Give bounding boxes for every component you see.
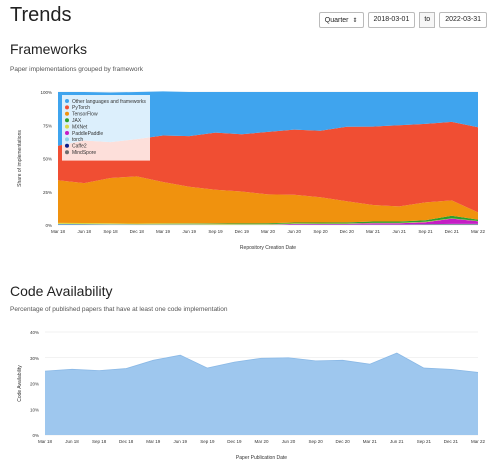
legend-swatch (65, 111, 69, 116)
availability-x-tick-label: Jun 21 (390, 439, 404, 444)
availability-y-tick-label: 0% (32, 433, 39, 438)
frameworks-chart: 0% 25% 50% 75% 100% Mar 18 Jun 18 Sep 18 Dec 18 M… (17, 90, 486, 251)
frameworks-x-tick-label: Sep 20 (313, 229, 328, 234)
code-availability-chart: 0% 10% 20% 30% 40% Mar 18 Jun 18 Sep 18 Dec 18 Ma… (17, 330, 486, 461)
frameworks-x-tick-label: Mar 19 (156, 229, 171, 234)
legend-label: PaddlePaddle (72, 131, 103, 137)
granularity-select[interactable]: Quarter ⇕ (318, 12, 364, 28)
legend-swatch (65, 99, 69, 103)
series-area-pytorch (58, 121, 478, 213)
availability-x-tick-label: Dec 20 (336, 439, 351, 444)
frameworks-x-tick-label: Dec 21 (445, 229, 460, 234)
availability-x-tick-label: Mar 19 (146, 439, 161, 444)
frameworks-y-axis-label: Share of implementations (17, 130, 23, 187)
frameworks-subtitle: Paper implementations grouped by framewo… (10, 66, 143, 73)
code-availability-title: Code Availability (10, 283, 113, 299)
legend-swatch (65, 124, 69, 129)
frameworks-x-tick-label: Dec 20 (340, 229, 355, 234)
date-to-input[interactable]: 2022-03-31 (439, 12, 487, 28)
legend-label: Caffe2 (72, 144, 87, 150)
availability-x-tick-label: Dec 21 (444, 439, 459, 444)
availability-y-tick-label: 10% (30, 407, 39, 412)
legend-label: MXNet (72, 124, 88, 130)
granularity-value: Quarter (324, 16, 349, 24)
series-area-paddlepaddle (58, 218, 478, 225)
legend-label: torch (72, 137, 83, 143)
availability-x-tick-label: Mar 21 (363, 439, 378, 444)
frameworks-x-tick-label: Mar 18 (51, 229, 66, 234)
frameworks-y-tick-label: 100% (40, 90, 52, 95)
availability-x-tick-label: Dec 18 (119, 439, 134, 444)
frameworks-y-tick-label: 75% (43, 123, 52, 128)
page-title: Trends (10, 4, 72, 26)
legend-label: PyTorch (72, 105, 90, 111)
series-area-tensorflow (58, 176, 478, 224)
select-arrows-icon: ⇕ (352, 17, 358, 24)
availability-x-tick-label: Sep 20 (308, 439, 323, 444)
frameworks-x-tick-label: Sep 21 (418, 229, 433, 234)
availability-x-axis-label: Paper Publication Date (236, 455, 287, 461)
frameworks-x-tick-label: Jun 19 (182, 229, 196, 234)
availability-x-tick-label: Sep 21 (417, 439, 432, 444)
availability-x-tick-label: Jun 19 (174, 439, 188, 444)
frameworks-x-tick-label: Sep 18 (103, 229, 118, 234)
frameworks-x-tick-label: Dec 18 (130, 229, 145, 234)
availability-y-tick-label: 20% (30, 382, 39, 387)
code-availability-subtitle: Percentage of published papers that have… (10, 306, 228, 313)
date-range-controls: Quarter ⇕ 2018-03-01 to 2022-03-31 (318, 12, 487, 28)
availability-y-tick-label: 40% (30, 330, 39, 335)
series-area-caffe2 (58, 224, 478, 225)
frameworks-x-tick-label: Mar 20 (261, 229, 276, 234)
frameworks-x-tick-label: Dec 19 (235, 229, 250, 234)
availability-x-tick-label: Sep 18 (92, 439, 107, 444)
frameworks-title: Frameworks (10, 41, 88, 57)
frameworks-x-tick-label: Jun 21 (392, 229, 406, 234)
availability-x-tick-label: Jun 18 (65, 439, 79, 444)
legend-label: TensorFlow (72, 112, 98, 118)
frameworks-x-axis-label: Repository Creation Date (240, 245, 296, 251)
legend-swatch (65, 118, 69, 123)
frameworks-x-tick-label: Mar 21 (366, 229, 381, 234)
legend-swatch (65, 143, 69, 148)
date-from-input[interactable]: 2018-03-01 (367, 12, 416, 28)
legend-swatch (65, 105, 69, 110)
legend-swatch (65, 131, 69, 135)
series-area-mindspore (58, 224, 478, 225)
legend-swatch (65, 137, 69, 142)
availability-x-tick-label: Jun 20 (282, 439, 296, 444)
frameworks-y-tick-label: 50% (43, 157, 52, 162)
legend-label: MindSpore (72, 150, 96, 156)
series-area-jax (58, 215, 478, 225)
availability-y-axis-label: Code Availability (17, 365, 23, 402)
availability-area (45, 353, 478, 435)
legend-box (62, 95, 150, 161)
to-label: to (419, 12, 436, 28)
frameworks-x-tick-label: Sep 19 (208, 229, 223, 234)
series-area-torch (58, 223, 478, 225)
availability-x-tick-label: Mar 22 (471, 439, 486, 444)
frameworks-x-tick-label: Mar 22 (471, 229, 486, 234)
frameworks-y-tick-label: 25% (43, 190, 52, 195)
series-area-other-languages-and-frameworks (58, 91, 478, 146)
availability-x-tick-label: Mar 18 (38, 439, 53, 444)
series-area-mxnet (58, 218, 478, 225)
availability-x-tick-label: Mar 20 (254, 439, 269, 444)
availability-line (44, 352, 479, 373)
availability-x-tick-label: Sep 19 (200, 439, 215, 444)
frameworks-x-tick-label: Jun 20 (287, 229, 301, 234)
frameworks-x-tick-label: Jun 18 (77, 229, 91, 234)
availability-x-tick-label: Dec 19 (227, 439, 242, 444)
legend-label: JAX (72, 118, 82, 124)
availability-y-tick-label: 30% (30, 356, 39, 361)
legend-label: Other languages and frameworks (72, 99, 146, 105)
frameworks-y-tick-label: 0% (45, 223, 52, 228)
legend-swatch (65, 150, 69, 155)
